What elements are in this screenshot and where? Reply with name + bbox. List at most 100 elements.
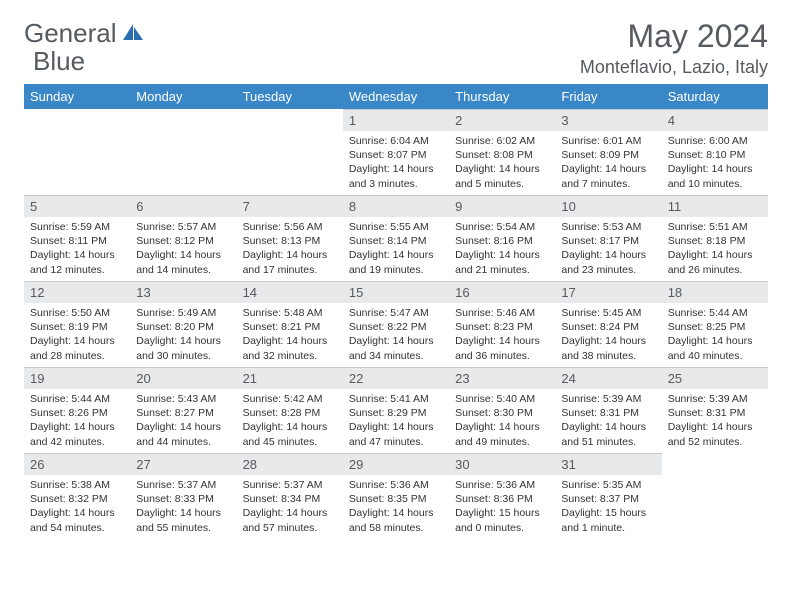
day-number: 3 bbox=[555, 109, 661, 131]
calendar-week-row: 26Sunrise: 5:38 AMSunset: 8:32 PMDayligh… bbox=[24, 453, 768, 539]
day-line-ss: Sunset: 8:21 PM bbox=[243, 320, 337, 334]
calendar-day-cell: 19Sunrise: 5:44 AMSunset: 8:26 PMDayligh… bbox=[24, 367, 130, 453]
day-line-sr: Sunrise: 5:59 AM bbox=[30, 220, 124, 234]
day-number: 7 bbox=[237, 195, 343, 217]
day-number: 4 bbox=[662, 109, 768, 131]
day-line-ss: Sunset: 8:23 PM bbox=[455, 320, 549, 334]
day-number: 30 bbox=[449, 453, 555, 475]
day-line-sr: Sunrise: 6:00 AM bbox=[668, 134, 762, 148]
day-line-d1: Daylight: 14 hours bbox=[455, 162, 549, 176]
day-number: 14 bbox=[237, 281, 343, 303]
calendar-day-cell: 10Sunrise: 5:53 AMSunset: 8:17 PMDayligh… bbox=[555, 195, 661, 281]
day-line-d2: and 26 minutes. bbox=[668, 263, 762, 277]
day-number: 22 bbox=[343, 367, 449, 389]
calendar-day-cell bbox=[662, 453, 768, 539]
day-line-ss: Sunset: 8:33 PM bbox=[136, 492, 230, 506]
day-line-d1: Daylight: 14 hours bbox=[243, 334, 337, 348]
day-number: 27 bbox=[130, 453, 236, 475]
day-line-ss: Sunset: 8:07 PM bbox=[349, 148, 443, 162]
logo-text-2: Blue bbox=[33, 46, 85, 77]
day-line-sr: Sunrise: 6:02 AM bbox=[455, 134, 549, 148]
weekday-header: Wednesday bbox=[343, 84, 449, 109]
day-content: Sunrise: 5:50 AMSunset: 8:19 PMDaylight:… bbox=[24, 303, 130, 367]
day-line-sr: Sunrise: 5:45 AM bbox=[561, 306, 655, 320]
day-line-ss: Sunset: 8:37 PM bbox=[561, 492, 655, 506]
day-line-d1: Daylight: 14 hours bbox=[561, 248, 655, 262]
weekday-header: Sunday bbox=[24, 84, 130, 109]
day-content: Sunrise: 5:47 AMSunset: 8:22 PMDaylight:… bbox=[343, 303, 449, 367]
calendar-day-cell: 13Sunrise: 5:49 AMSunset: 8:20 PMDayligh… bbox=[130, 281, 236, 367]
day-line-sr: Sunrise: 5:42 AM bbox=[243, 392, 337, 406]
calendar-day-cell: 24Sunrise: 5:39 AMSunset: 8:31 PMDayligh… bbox=[555, 367, 661, 453]
day-line-d2: and 44 minutes. bbox=[136, 435, 230, 449]
logo-text-1: General bbox=[24, 18, 117, 49]
day-content: Sunrise: 5:54 AMSunset: 8:16 PMDaylight:… bbox=[449, 217, 555, 281]
calendar-day-cell: 30Sunrise: 5:36 AMSunset: 8:36 PMDayligh… bbox=[449, 453, 555, 539]
sail-icon bbox=[121, 18, 145, 49]
page-title: May 2024 bbox=[580, 18, 768, 55]
day-line-d1: Daylight: 14 hours bbox=[455, 248, 549, 262]
day-line-d2: and 40 minutes. bbox=[668, 349, 762, 363]
day-number: 25 bbox=[662, 367, 768, 389]
calendar-day-cell: 26Sunrise: 5:38 AMSunset: 8:32 PMDayligh… bbox=[24, 453, 130, 539]
day-line-ss: Sunset: 8:13 PM bbox=[243, 234, 337, 248]
day-content: Sunrise: 5:38 AMSunset: 8:32 PMDaylight:… bbox=[24, 475, 130, 539]
day-line-sr: Sunrise: 5:39 AM bbox=[668, 392, 762, 406]
day-line-ss: Sunset: 8:29 PM bbox=[349, 406, 443, 420]
day-line-ss: Sunset: 8:11 PM bbox=[30, 234, 124, 248]
day-line-sr: Sunrise: 5:54 AM bbox=[455, 220, 549, 234]
day-line-d2: and 23 minutes. bbox=[561, 263, 655, 277]
day-content: Sunrise: 5:59 AMSunset: 8:11 PMDaylight:… bbox=[24, 217, 130, 281]
calendar-day-cell: 8Sunrise: 5:55 AMSunset: 8:14 PMDaylight… bbox=[343, 195, 449, 281]
day-line-sr: Sunrise: 5:48 AM bbox=[243, 306, 337, 320]
day-number: 12 bbox=[24, 281, 130, 303]
day-content: Sunrise: 5:57 AMSunset: 8:12 PMDaylight:… bbox=[130, 217, 236, 281]
calendar-day-cell: 3Sunrise: 6:01 AMSunset: 8:09 PMDaylight… bbox=[555, 109, 661, 195]
calendar-day-cell: 21Sunrise: 5:42 AMSunset: 8:28 PMDayligh… bbox=[237, 367, 343, 453]
day-line-d1: Daylight: 14 hours bbox=[243, 248, 337, 262]
day-line-d2: and 21 minutes. bbox=[455, 263, 549, 277]
day-number: 24 bbox=[555, 367, 661, 389]
day-line-d2: and 0 minutes. bbox=[455, 521, 549, 535]
day-line-sr: Sunrise: 5:35 AM bbox=[561, 478, 655, 492]
calendar-day-cell: 16Sunrise: 5:46 AMSunset: 8:23 PMDayligh… bbox=[449, 281, 555, 367]
day-line-d1: Daylight: 14 hours bbox=[561, 334, 655, 348]
day-content: Sunrise: 5:55 AMSunset: 8:14 PMDaylight:… bbox=[343, 217, 449, 281]
calendar-week-row: 5Sunrise: 5:59 AMSunset: 8:11 PMDaylight… bbox=[24, 195, 768, 281]
day-line-sr: Sunrise: 5:40 AM bbox=[455, 392, 549, 406]
day-line-sr: Sunrise: 5:36 AM bbox=[455, 478, 549, 492]
day-content: Sunrise: 5:49 AMSunset: 8:20 PMDaylight:… bbox=[130, 303, 236, 367]
day-line-d2: and 34 minutes. bbox=[349, 349, 443, 363]
day-line-ss: Sunset: 8:24 PM bbox=[561, 320, 655, 334]
day-line-sr: Sunrise: 5:36 AM bbox=[349, 478, 443, 492]
calendar-day-cell: 4Sunrise: 6:00 AMSunset: 8:10 PMDaylight… bbox=[662, 109, 768, 195]
calendar-day-cell: 7Sunrise: 5:56 AMSunset: 8:13 PMDaylight… bbox=[237, 195, 343, 281]
day-line-sr: Sunrise: 5:39 AM bbox=[561, 392, 655, 406]
calendar-day-cell: 27Sunrise: 5:37 AMSunset: 8:33 PMDayligh… bbox=[130, 453, 236, 539]
day-line-sr: Sunrise: 5:53 AM bbox=[561, 220, 655, 234]
calendar-day-cell: 15Sunrise: 5:47 AMSunset: 8:22 PMDayligh… bbox=[343, 281, 449, 367]
day-line-d1: Daylight: 14 hours bbox=[668, 248, 762, 262]
calendar-table: Sunday Monday Tuesday Wednesday Thursday… bbox=[24, 84, 768, 539]
day-number: 29 bbox=[343, 453, 449, 475]
day-line-ss: Sunset: 8:31 PM bbox=[668, 406, 762, 420]
logo: General bbox=[24, 18, 147, 49]
day-content: Sunrise: 5:51 AMSunset: 8:18 PMDaylight:… bbox=[662, 217, 768, 281]
day-number: 2 bbox=[449, 109, 555, 131]
day-line-d1: Daylight: 14 hours bbox=[455, 420, 549, 434]
day-line-ss: Sunset: 8:19 PM bbox=[30, 320, 124, 334]
day-line-ss: Sunset: 8:20 PM bbox=[136, 320, 230, 334]
day-line-d2: and 12 minutes. bbox=[30, 263, 124, 277]
day-number: 10 bbox=[555, 195, 661, 217]
day-line-d2: and 58 minutes. bbox=[349, 521, 443, 535]
day-line-d2: and 51 minutes. bbox=[561, 435, 655, 449]
day-line-d2: and 7 minutes. bbox=[561, 177, 655, 191]
day-number: 23 bbox=[449, 367, 555, 389]
weekday-header-row: Sunday Monday Tuesday Wednesday Thursday… bbox=[24, 84, 768, 109]
day-line-d2: and 38 minutes. bbox=[561, 349, 655, 363]
day-line-sr: Sunrise: 5:51 AM bbox=[668, 220, 762, 234]
calendar-day-cell: 14 Sunrise: 5:48 AMSunset: 8:21 PMDayligh… bbox=[237, 281, 343, 367]
day-line-sr: Sunrise: 5:46 AM bbox=[455, 306, 549, 320]
day-line-d1: Daylight: 14 hours bbox=[561, 420, 655, 434]
calendar-day-cell: 5Sunrise: 5:59 AMSunset: 8:11 PMDaylight… bbox=[24, 195, 130, 281]
